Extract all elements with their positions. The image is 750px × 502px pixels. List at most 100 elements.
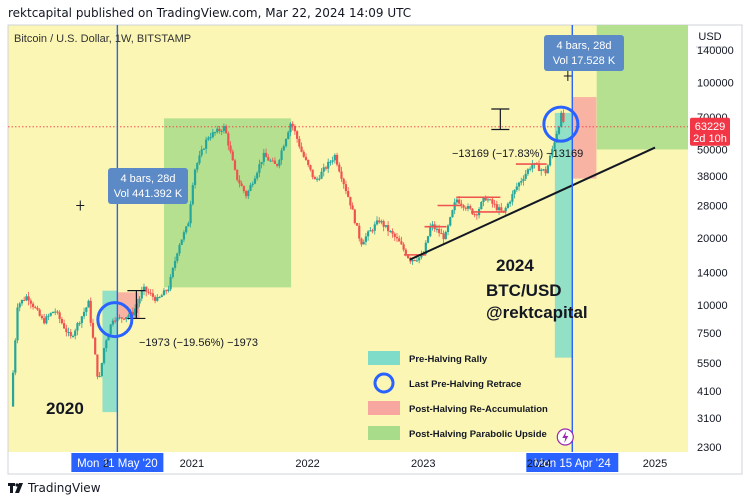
candle-body [373, 224, 376, 231]
candle-body [102, 348, 106, 363]
candle-body [91, 322, 95, 338]
candle-body [196, 163, 199, 170]
candle-body [151, 293, 154, 297]
candle-body [551, 148, 554, 156]
candle-body [469, 206, 472, 209]
y-tick-label: 5500 [697, 358, 721, 370]
candle-body [76, 323, 79, 331]
candle-body [455, 199, 458, 203]
candle-body [544, 169, 547, 174]
candle-body [307, 159, 310, 165]
candle-body [329, 161, 332, 163]
candle-body [98, 376, 101, 378]
candle-body [446, 225, 450, 232]
candle-body [222, 126, 225, 132]
support-trendline [409, 146, 656, 261]
candle-body [227, 133, 230, 146]
current-price-countdown: 2d 10h [693, 133, 727, 145]
legend-label: Post-Halving Re-Accumulation [409, 404, 548, 415]
y-tick-label: 28000 [697, 201, 728, 213]
candle-body [460, 203, 463, 206]
candle-body [27, 296, 30, 301]
candle-body [156, 297, 159, 301]
candle-body [136, 303, 139, 309]
candle-body [267, 157, 270, 161]
candle-body [71, 335, 75, 337]
candle-body [244, 191, 248, 197]
candle-body [462, 205, 465, 208]
candle-body [82, 311, 86, 317]
candle-body [442, 233, 445, 240]
candle-body [162, 290, 166, 296]
candle-body [380, 221, 383, 223]
retrace-bracket [491, 108, 510, 131]
candle-body [176, 253, 179, 261]
candle-body [486, 199, 490, 201]
candle-body [69, 332, 72, 337]
candle-body [242, 186, 245, 192]
candle-body [25, 296, 28, 301]
candle-body [280, 150, 283, 161]
candle-body [531, 164, 534, 169]
candle-body [56, 311, 59, 313]
candle-body [562, 112, 565, 122]
candle-body [153, 296, 157, 301]
tooltip-2020: 4 bars, 28d Vol 441.392 K [108, 168, 188, 204]
candle-body [529, 168, 532, 170]
candle-body [560, 112, 563, 127]
year-2020-label: 2020 [46, 399, 84, 418]
candle-body [298, 138, 301, 147]
candle-body [515, 186, 518, 190]
candle-body [78, 323, 81, 325]
handle-label: @rektcapital [486, 303, 588, 322]
candle-body [327, 161, 330, 169]
candle-body [34, 306, 37, 308]
candle-body [127, 315, 130, 318]
candle-body [131, 311, 135, 316]
candle-body [231, 151, 234, 161]
current-price-badge [690, 117, 730, 146]
y-tick-label: 3100 [697, 413, 721, 425]
candle-body [256, 172, 259, 179]
candle-body [173, 260, 177, 268]
plot-area [8, 25, 688, 452]
candle-body [89, 300, 92, 323]
candle-body [318, 178, 321, 180]
candle-body [45, 316, 48, 324]
candle-body [118, 317, 121, 319]
candle-body [371, 230, 374, 232]
candle-body [273, 160, 277, 164]
candle-body [431, 224, 434, 227]
candle-body [187, 223, 190, 227]
candle-body [233, 160, 237, 170]
candle-body [269, 160, 272, 162]
chart-legend: Pre-Halving Rally Last Pre-Halving Retrac… [368, 351, 548, 440]
candle-body [258, 164, 261, 173]
candle-body [276, 163, 279, 166]
candle-body [43, 318, 46, 324]
candle-body [247, 190, 250, 197]
candle-body [109, 324, 112, 335]
tradingview-footer[interactable]: TradingView [8, 481, 101, 495]
candle-body [349, 196, 352, 206]
y-tick-label: 100000 [697, 78, 734, 90]
candle-body [362, 241, 365, 245]
y-tick-label: 38000 [697, 171, 728, 183]
candle-body [400, 241, 403, 245]
year-2024-label: 2024 [496, 256, 534, 275]
legend-label: Post-Halving Parabolic Upside [409, 429, 547, 440]
candle-body [353, 209, 356, 223]
candle-body [480, 202, 483, 210]
tooltip-bars: 4 bars, 28d [556, 40, 611, 52]
time-axis [8, 452, 688, 474]
candle-body [18, 303, 21, 308]
tooltip-box [544, 35, 624, 71]
candle-body [31, 303, 35, 307]
candle-body [495, 204, 498, 211]
candle-body [114, 320, 117, 322]
candle-body [395, 236, 399, 239]
candle-body [207, 137, 210, 140]
candle-body [322, 167, 325, 172]
candle-body [438, 228, 441, 234]
candle-body [169, 276, 172, 290]
